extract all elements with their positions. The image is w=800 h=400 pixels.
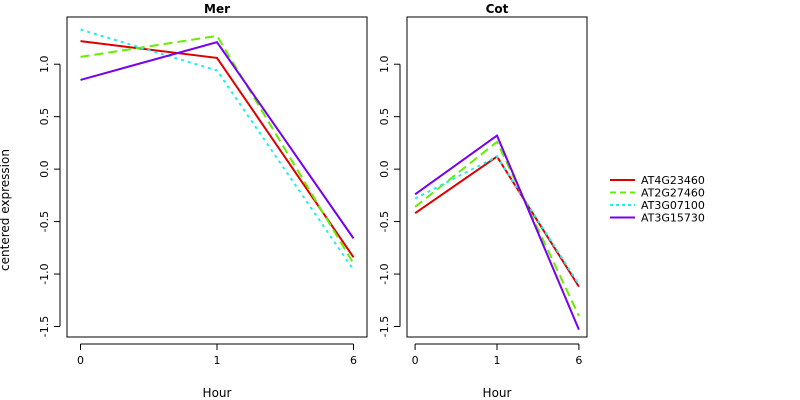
- series-line: [80, 41, 355, 239]
- series-line: [80, 34, 355, 265]
- x-axis-title: Hour: [483, 386, 512, 400]
- series-line: [414, 155, 580, 286]
- series-line: [80, 40, 355, 258]
- y-tick-label: 0.0: [38, 160, 51, 178]
- y-tick-label: 0.0: [378, 160, 391, 178]
- x-tick-label: 1: [494, 354, 501, 367]
- plot-frame: [66, 16, 368, 338]
- y-tick-label: 1.0: [378, 55, 391, 73]
- x-tick-label: 0: [412, 354, 419, 367]
- x-tick-label: 6: [575, 354, 582, 367]
- series-line: [80, 28, 355, 271]
- legend-label: AT3G07100: [641, 199, 705, 212]
- chart-panels: Mer -1.5 -1.0 -0.5 0.0 0.5 1.0 0 1 6 Hour Cot -1.5 -1…: [38, 2, 588, 400]
- legend-label: AT4G23460: [641, 174, 705, 187]
- x-tick-label: 0: [77, 354, 84, 367]
- x-tick-label: 6: [350, 354, 357, 367]
- series-line: [414, 134, 580, 331]
- x-axis-title: Hour: [203, 386, 232, 400]
- legend-label: AT2G27460: [641, 187, 705, 200]
- plot-frame: [406, 16, 588, 338]
- y-tick-label: 0.5: [38, 108, 51, 126]
- series-line: [414, 140, 580, 317]
- y-tick-label: -1.5: [38, 316, 51, 337]
- y-tick-label: 1.0: [38, 55, 51, 73]
- panel-cot: Cot -1.5 -1.0 -0.5 0.0 0.5 1.0 0 1 6 Hour: [378, 2, 588, 400]
- y-tick-label: -0.5: [38, 211, 51, 232]
- y-tick-label: -0.5: [378, 211, 391, 232]
- x-tick-label: 1: [214, 354, 221, 367]
- panel-title: Cot: [486, 2, 509, 16]
- y-tick-label: -1.0: [38, 263, 51, 284]
- y-axis-title: centered expression: [0, 149, 12, 271]
- legend-label: AT3G15730: [641, 212, 705, 225]
- panel-mer: Mer -1.5 -1.0 -0.5 0.0 0.5 1.0 0 1 6 Hour: [38, 2, 368, 400]
- y-tick-label: -1.5: [378, 316, 391, 337]
- y-tick-label: 0.5: [378, 108, 391, 126]
- y-tick-label: -1.0: [378, 263, 391, 284]
- panel-title: Mer: [204, 2, 230, 16]
